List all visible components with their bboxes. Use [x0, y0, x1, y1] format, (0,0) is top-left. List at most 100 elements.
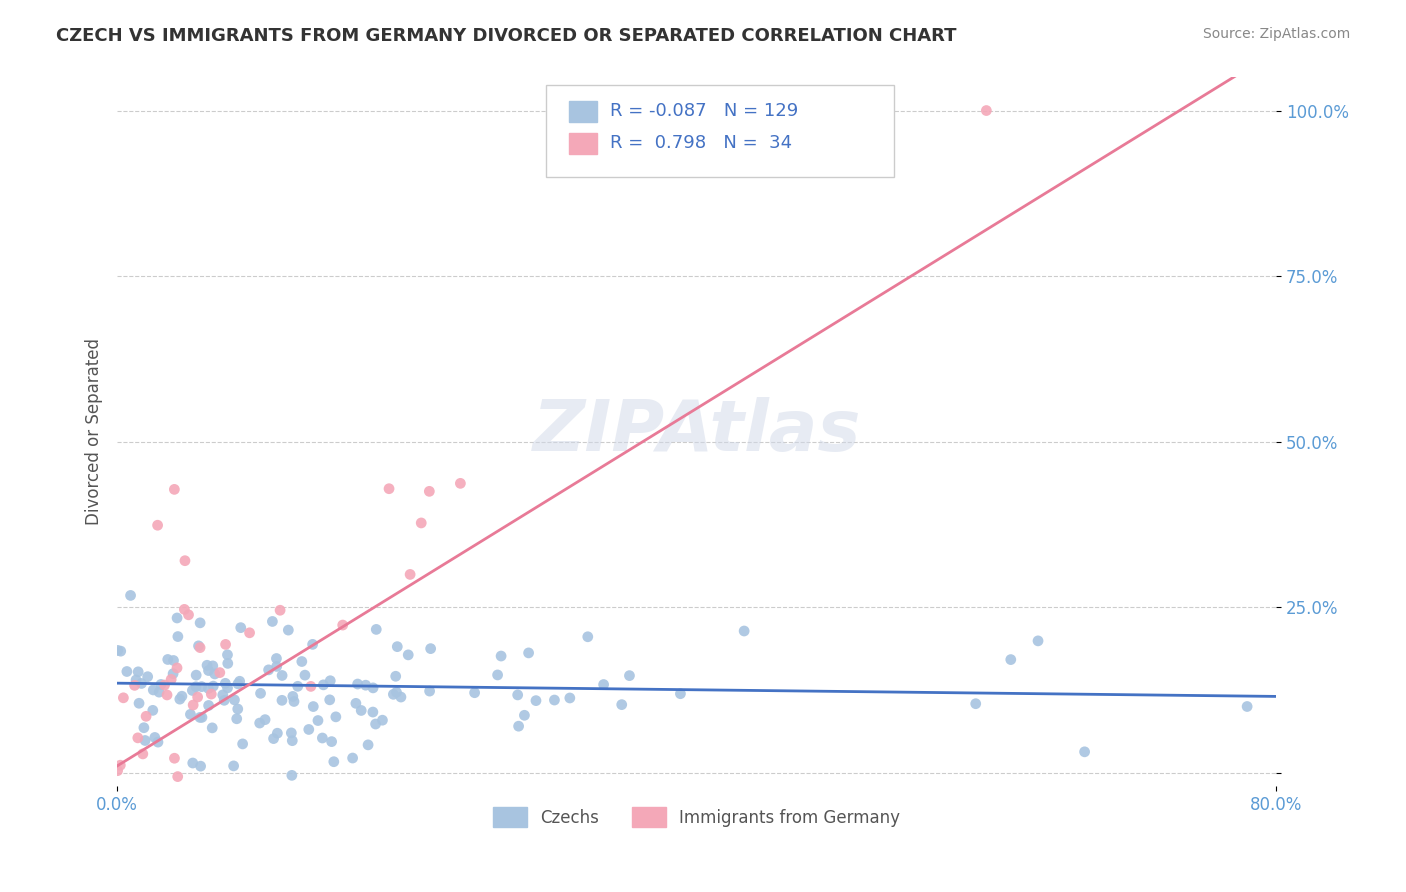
Point [319, 673, 342, 688]
Legend: Czechs, Immigrants from Germany: Czechs, Immigrants from Germany [486, 800, 907, 834]
Point [302, 699, 325, 714]
Text: R =  0.798   N =  34: R = 0.798 N = 34 [610, 135, 792, 153]
Point [418, 484, 440, 499]
Point [399, 567, 422, 582]
Point [419, 641, 441, 656]
Point [181, 683, 204, 698]
Text: ZIPAtlas: ZIPAtlas [533, 397, 860, 467]
Point [156, 688, 179, 702]
Point [298, 723, 321, 737]
Point [228, 674, 250, 689]
Point [128, 696, 150, 710]
Point [186, 668, 208, 682]
Point [201, 659, 224, 673]
Point [254, 713, 277, 727]
Point [225, 712, 247, 726]
Point [371, 713, 394, 727]
Point [169, 692, 191, 706]
Point [226, 677, 249, 691]
Point [197, 698, 219, 713]
Point [184, 680, 207, 694]
Point [229, 621, 252, 635]
Point [361, 681, 384, 695]
Point [396, 648, 419, 662]
Point [132, 747, 155, 761]
Text: R = -0.087   N = 129: R = -0.087 N = 129 [610, 103, 799, 120]
Point [212, 693, 235, 707]
Point [322, 755, 344, 769]
Point [167, 630, 190, 644]
Point [160, 673, 183, 687]
Point [277, 623, 299, 637]
Bar [569, 133, 598, 154]
Point [146, 735, 169, 749]
Point [181, 756, 204, 770]
Point [361, 705, 384, 719]
Point [291, 655, 314, 669]
Point [486, 668, 509, 682]
Point [271, 693, 294, 707]
Point [127, 731, 149, 745]
Point [217, 657, 239, 671]
Point [283, 694, 305, 708]
Point [257, 663, 280, 677]
Point [173, 602, 195, 616]
Point [610, 698, 633, 712]
Point [543, 693, 565, 707]
Point [592, 677, 614, 691]
Point [204, 667, 226, 681]
Point [214, 676, 236, 690]
Point [294, 668, 316, 682]
Point [179, 707, 201, 722]
Point [110, 644, 132, 658]
Point [142, 682, 165, 697]
Point [387, 640, 409, 654]
FancyBboxPatch shape [546, 85, 894, 177]
Point [148, 685, 170, 699]
Point [350, 703, 373, 717]
Point [733, 624, 755, 638]
Point [217, 681, 239, 695]
Point [281, 690, 304, 704]
Point [190, 759, 212, 773]
Point [166, 661, 188, 675]
Point [1000, 652, 1022, 666]
Point [266, 651, 288, 665]
Point [269, 603, 291, 617]
Point [131, 676, 153, 690]
Point [619, 668, 641, 682]
Point [464, 686, 486, 700]
Point [163, 751, 186, 765]
Point [162, 653, 184, 667]
Point [558, 690, 581, 705]
Point [124, 678, 146, 692]
Point [232, 737, 254, 751]
Point [226, 702, 249, 716]
Point [120, 589, 142, 603]
Point [156, 652, 179, 666]
Point [162, 666, 184, 681]
Point [366, 623, 388, 637]
Point [281, 733, 304, 747]
Point [346, 677, 368, 691]
Point [1026, 633, 1049, 648]
Point [202, 679, 225, 693]
Point [280, 726, 302, 740]
Point [201, 721, 224, 735]
Point [311, 731, 333, 745]
Point [319, 693, 342, 707]
Point [188, 615, 211, 630]
Point [262, 615, 284, 629]
Point [197, 681, 219, 696]
Point [271, 668, 294, 682]
Point [132, 721, 155, 735]
Point [107, 643, 129, 657]
Point [508, 719, 530, 733]
Point [187, 639, 209, 653]
Point [378, 482, 401, 496]
Point [188, 710, 211, 724]
Point [1236, 699, 1258, 714]
Point [489, 648, 512, 663]
Point [112, 690, 135, 705]
Point [281, 768, 304, 782]
